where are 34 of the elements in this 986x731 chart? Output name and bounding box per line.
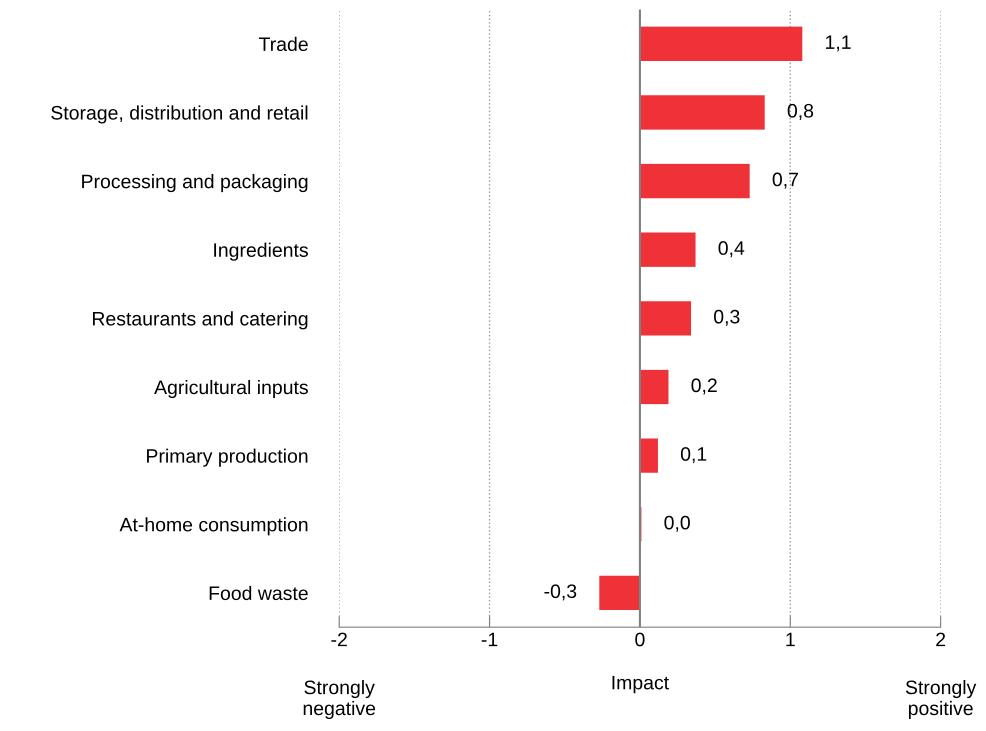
bar (599, 576, 640, 610)
x-tick-label: 2 (936, 632, 946, 646)
data-label: 0,4 (718, 241, 744, 258)
bar (640, 438, 658, 473)
bar (640, 164, 750, 198)
data-label: 0,2 (691, 378, 717, 394)
y-tick-label: Food waste (210, 586, 308, 600)
y-tick-label: Trade (259, 36, 308, 52)
y-tick-label: Ingredients (214, 242, 308, 261)
data-label: 0,1 (680, 447, 706, 464)
data-label: -0,3 (544, 584, 576, 600)
y-tick-label: Primary production (147, 448, 308, 467)
bar (640, 95, 765, 130)
data-label: 0,8 (788, 104, 814, 120)
bar (640, 370, 668, 404)
x-tick-label: 0 (635, 632, 645, 646)
data-label: 0,0 (664, 516, 690, 532)
data-label: 1,1 (826, 35, 851, 52)
data-label: 0,7 (772, 172, 798, 189)
x-tick-label: 1 (786, 632, 795, 646)
x-tick-label: -2 (331, 632, 347, 646)
y-tick-label: Processing and packaging (82, 174, 308, 192)
y-tick-label: Storage, distribution and retail (51, 105, 308, 124)
text: Strongly negative (304, 680, 376, 720)
y-tick-label: At-home consumption (120, 517, 308, 536)
text: Strongly positive (906, 680, 976, 720)
bar (640, 26, 802, 61)
x-tick-label: -1 (482, 632, 498, 646)
bar (640, 232, 696, 267)
data-label: 0,3 (714, 310, 740, 326)
bar (640, 301, 692, 336)
x-axis-title: Impact (612, 676, 669, 694)
y-tick-label: Restaurants and catering (92, 311, 308, 330)
y-tick-label: Agricultural inputs (154, 380, 308, 398)
